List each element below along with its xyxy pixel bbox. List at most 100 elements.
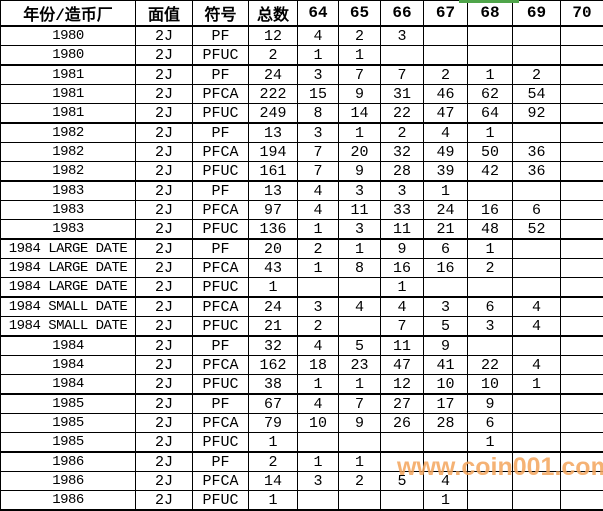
cell[interactable]: 2 [298,317,339,337]
cell[interactable]: 1981 [1,85,136,104]
cell[interactable]: 11 [381,336,424,356]
cell[interactable]: 1984 [1,375,136,395]
cell[interactable]: 2J [136,220,193,240]
cell[interactable]: 2J [136,375,193,395]
cell[interactable]: 14 [249,472,298,491]
cell[interactable]: 22 [468,356,513,375]
cell[interactable]: PFUC [193,278,249,298]
cell[interactable] [561,297,603,317]
cell[interactable] [381,491,424,511]
cell[interactable] [513,123,561,143]
cell[interactable] [561,472,603,491]
cell[interactable]: 6 [468,414,513,433]
cell[interactable]: PFCA [193,85,249,104]
cell[interactable]: 8 [339,259,381,278]
cell[interactable]: 6 [424,239,468,259]
cell[interactable]: 1 [339,375,381,395]
cell[interactable]: 1 [468,239,513,259]
cell[interactable]: 6 [513,201,561,220]
cell[interactable] [424,46,468,66]
cell[interactable]: 1 [298,46,339,66]
cell[interactable]: 1982 [1,162,136,182]
cell[interactable]: 43 [249,259,298,278]
cell[interactable]: 2J [136,394,193,414]
cell[interactable]: 1983 [1,181,136,201]
cell[interactable] [561,394,603,414]
cell[interactable]: 1981 [1,104,136,124]
cell[interactable]: 38 [249,375,298,395]
cell[interactable]: 4 [339,297,381,317]
cell[interactable]: 7 [298,143,339,162]
cell[interactable]: PF [193,181,249,201]
cell[interactable]: PFUC [193,162,249,182]
cell[interactable]: 3 [468,317,513,337]
cell[interactable] [381,46,424,66]
cell[interactable] [381,433,424,453]
cell[interactable]: PFCA [193,143,249,162]
cell[interactable]: 12 [249,26,298,46]
cell[interactable]: 4 [513,297,561,317]
cell[interactable]: 33 [381,201,424,220]
cell[interactable]: 14 [339,104,381,124]
cell[interactable] [468,181,513,201]
cell[interactable]: PF [193,65,249,85]
cell[interactable]: 2J [136,414,193,433]
cell[interactable]: 48 [468,220,513,240]
cell[interactable] [468,278,513,298]
cell[interactable]: 9 [468,394,513,414]
cell[interactable]: 6 [468,297,513,317]
cell[interactable]: 2J [136,297,193,317]
cell[interactable]: 1 [424,181,468,201]
cell[interactable]: PF [193,336,249,356]
cell[interactable]: 3 [298,297,339,317]
cell[interactable]: 9 [339,414,381,433]
cell[interactable]: 2 [339,472,381,491]
cell[interactable] [561,452,603,472]
cell[interactable] [561,162,603,182]
cell[interactable]: 2J [136,123,193,143]
cell[interactable]: 32 [249,336,298,356]
column-header-65[interactable]: 65 [339,1,381,27]
cell[interactable]: 17 [424,394,468,414]
cell[interactable]: 64 [468,104,513,124]
cell[interactable]: 1 [468,65,513,85]
cell[interactable]: 1982 [1,143,136,162]
cell[interactable]: 8 [298,104,339,124]
cell[interactable]: PFUC [193,317,249,337]
cell[interactable]: 36 [513,143,561,162]
cell[interactable]: 49 [424,143,468,162]
cell[interactable] [381,452,424,472]
cell[interactable] [513,433,561,453]
cell[interactable] [561,356,603,375]
cell[interactable]: 1 [249,491,298,511]
cell[interactable]: 2 [249,452,298,472]
cell[interactable] [513,239,561,259]
cell[interactable]: 1 [339,123,381,143]
cell[interactable]: 3 [298,65,339,85]
cell[interactable]: 2J [136,143,193,162]
cell[interactable]: PFUC [193,104,249,124]
cell[interactable]: 1 [339,46,381,66]
cell[interactable]: 1982 [1,123,136,143]
cell[interactable]: PFUC [193,491,249,511]
cell[interactable]: 2J [136,356,193,375]
cell[interactable]: 249 [249,104,298,124]
cell[interactable]: 1 [424,491,468,511]
cell[interactable]: 2J [136,472,193,491]
cell[interactable]: 7 [339,394,381,414]
cell[interactable] [561,414,603,433]
cell[interactable]: 1984 [1,356,136,375]
cell[interactable]: 9 [339,162,381,182]
cell[interactable] [424,433,468,453]
cell[interactable]: 79 [249,414,298,433]
cell[interactable]: 1986 [1,491,136,511]
cell[interactable]: PFCA [193,259,249,278]
cell[interactable]: PFCA [193,201,249,220]
cell[interactable]: 23 [339,356,381,375]
cell[interactable]: 46 [424,85,468,104]
cell[interactable]: 24 [424,201,468,220]
cell[interactable] [561,317,603,337]
cell[interactable]: 62 [468,85,513,104]
cell[interactable]: PFUC [193,433,249,453]
cell[interactable]: 15 [298,85,339,104]
